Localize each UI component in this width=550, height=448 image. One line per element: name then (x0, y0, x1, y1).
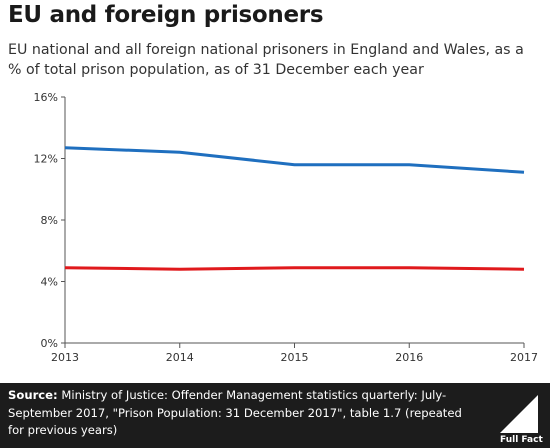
source-note: Source: Ministry of Justice: Offender Ma… (8, 387, 478, 440)
source-text: Ministry of Justice: Offender Management… (8, 388, 462, 437)
y-tick-label: 0% (41, 337, 58, 350)
x-tick-label: 2015 (281, 351, 309, 364)
y-tick-label: 8% (41, 214, 58, 227)
source-footer: Source: Ministry of Justice: Offender Ma… (0, 383, 550, 448)
chart-subtitle: EU national and all foreign national pri… (8, 42, 524, 78)
page-title: EU and foreign prisoners (8, 2, 324, 28)
y-tick-label: 4% (41, 276, 58, 289)
x-tick-label: 2013 (51, 351, 79, 364)
x-tick-label: 2014 (166, 351, 194, 364)
full-fact-logo-icon: Full Fact (500, 395, 543, 443)
series-line-foreign (64, 146, 525, 174)
x-tick-label: 2016 (395, 351, 423, 364)
x-tick-label: 2017 (510, 351, 538, 364)
series-line-eu (64, 266, 525, 271)
logo-text: Full Fact (500, 435, 543, 443)
source-label: Source: (8, 388, 58, 402)
y-tick-label: 12% (34, 153, 58, 166)
y-tick-label: 16% (34, 91, 58, 104)
line-chart: 0% 4% 8% 12% 16% 2013 2014 2015 2016 2017 (34, 91, 538, 364)
